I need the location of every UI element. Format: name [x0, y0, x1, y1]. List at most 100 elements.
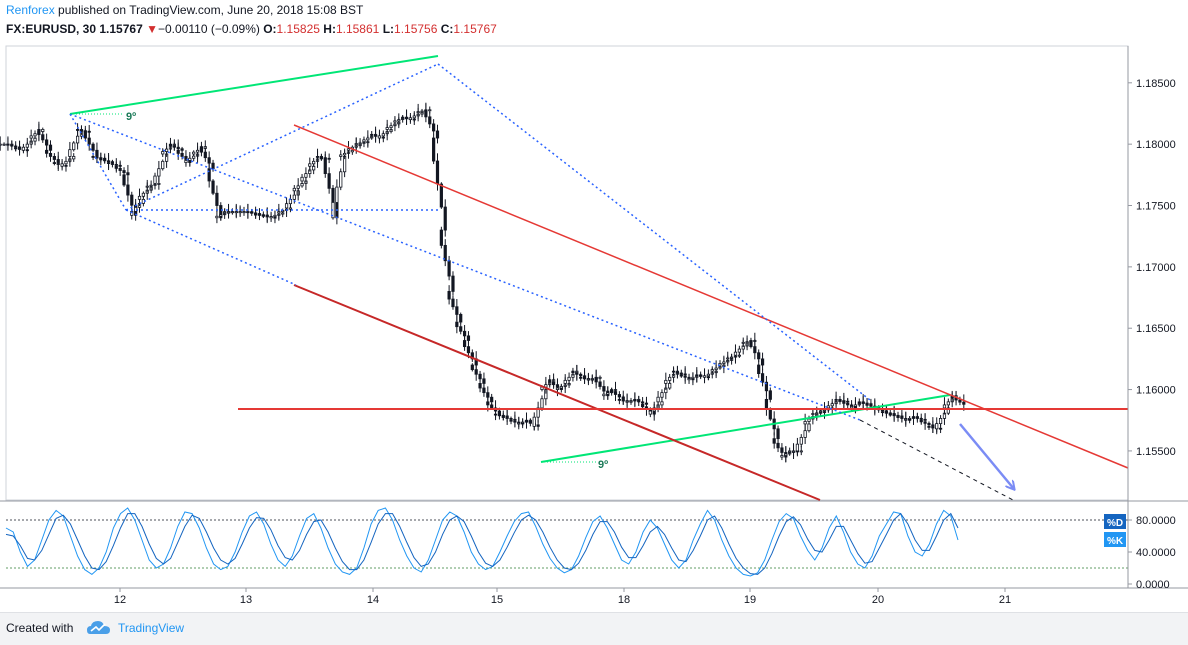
green-trendline	[540, 394, 951, 463]
candle-body	[466, 335, 471, 341]
candle-body	[327, 157, 331, 160]
candle-body	[869, 404, 873, 407]
candle-body	[470, 364, 474, 371]
candle-body	[254, 213, 258, 216]
candle-body	[726, 357, 730, 360]
candle-body	[699, 375, 703, 377]
candle-body	[172, 145, 176, 148]
down-arrow-icon: ▼	[146, 22, 158, 36]
time-tick-label: 14	[367, 594, 379, 606]
candle-body	[679, 374, 683, 377]
candle-body	[192, 151, 196, 155]
candle-body	[830, 403, 834, 407]
candle-body	[207, 168, 211, 182]
candle-body	[915, 417, 919, 419]
candle-body	[795, 443, 799, 452]
candle-body	[366, 137, 370, 141]
candle-body	[273, 214, 277, 217]
candle-body	[606, 392, 610, 395]
candle-body	[188, 157, 192, 161]
candle-body	[784, 453, 788, 456]
candle-body	[900, 417, 904, 419]
tradingview-link[interactable]: TradingView	[118, 621, 185, 635]
candle-body	[269, 216, 273, 219]
ohlc-values: O:1.15825 H:1.15861 L:1.15756 C:1.15767	[263, 22, 497, 36]
candle-body	[335, 186, 339, 203]
tradingview-logo-icon[interactable]	[86, 618, 112, 638]
candle-body	[668, 383, 672, 389]
candle-body	[242, 211, 246, 214]
time-tick-label: 12	[114, 594, 126, 606]
candle-body	[103, 159, 107, 162]
candle-body	[373, 134, 378, 137]
candle-body	[462, 330, 467, 337]
candle-body	[87, 137, 91, 145]
candle-body	[17, 148, 22, 150]
candle-body	[319, 156, 323, 159]
candle-body	[594, 376, 598, 383]
candle-body	[927, 425, 931, 428]
candle-body	[412, 115, 416, 119]
candle-body	[52, 156, 56, 160]
candle-body	[455, 306, 459, 315]
candle-body	[536, 407, 540, 418]
candle-body	[45, 149, 49, 154]
candle-body	[493, 413, 498, 416]
candle-body	[764, 381, 769, 392]
candle-body	[211, 180, 215, 194]
candle-body	[586, 378, 591, 381]
candle-body	[91, 156, 95, 158]
candle-body	[199, 146, 204, 153]
candle-body	[52, 162, 56, 164]
chart-header: Renforex published on TradingView.com, J…	[0, 0, 1188, 42]
axes: 1.18500 1.18000 1.17500 1.17000 1.16500 1.160…	[0, 46, 1188, 606]
candle-body	[257, 214, 262, 216]
candle-body	[6, 143, 10, 146]
candle-body	[675, 371, 680, 374]
candle-body	[459, 326, 463, 332]
candle-body	[799, 450, 803, 453]
candle-body	[776, 428, 780, 440]
candle-body	[327, 173, 331, 189]
author-link[interactable]: Renforex	[6, 3, 55, 17]
candle-body	[68, 149, 72, 157]
candle-body	[865, 403, 869, 406]
candle-body	[420, 110, 424, 113]
candle-body	[250, 211, 254, 214]
stoch-tick-label: 0.0000	[1136, 579, 1170, 591]
candle-body	[451, 275, 455, 292]
candle-body	[892, 414, 896, 417]
angle-label: 9º	[126, 111, 136, 123]
candle-body	[497, 414, 502, 417]
candle-body	[482, 378, 486, 384]
candle-body	[908, 418, 912, 420]
stoch-tick-label: 40.0000	[1136, 547, 1176, 559]
candle-body	[807, 423, 811, 432]
candle-body	[641, 403, 645, 408]
candle-body	[219, 214, 223, 217]
candle-body	[764, 398, 769, 410]
candle-body	[536, 424, 540, 427]
candle-body	[826, 405, 830, 409]
candle-body	[660, 392, 664, 398]
stoch-legend-badge	[1104, 514, 1126, 529]
candle-body	[528, 421, 532, 424]
candle-body	[582, 377, 587, 380]
candle-body	[439, 183, 443, 208]
candle-body	[555, 387, 560, 390]
candle-body	[33, 133, 37, 137]
candle-body	[760, 358, 765, 366]
dotted-channel-line	[437, 63, 871, 401]
symbol-label[interactable]: FX:EURUSD, 30	[6, 22, 97, 36]
price-chart[interactable]: 9º 9º 1.18500 1.18000 1.17500 1.17000 1.16500…	[0, 42, 1188, 612]
candle-body	[482, 387, 486, 394]
candle-body	[25, 143, 29, 148]
candle-body	[41, 129, 45, 132]
price-tick-label: 1.18000	[1136, 139, 1176, 151]
candle-body	[432, 123, 436, 132]
candle-body	[648, 410, 652, 415]
red-trendline-upper	[293, 124, 1129, 469]
candle-body	[300, 176, 304, 182]
candle-body	[203, 151, 207, 159]
candle-body	[118, 167, 122, 171]
